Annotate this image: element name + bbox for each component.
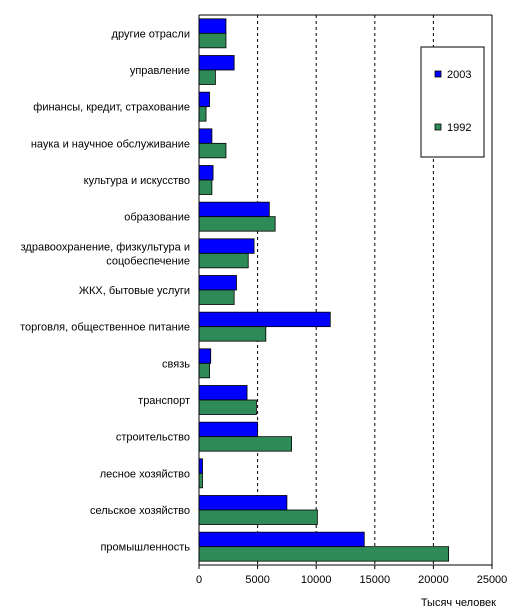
legend: 2003 1992	[420, 46, 485, 158]
legend-swatch-2003	[434, 70, 442, 78]
category-label: строительство	[116, 432, 190, 444]
legend-label-1992: 1992	[447, 122, 471, 134]
bar-1992	[198, 399, 257, 415]
bar-2003	[198, 201, 270, 218]
bar-2003	[198, 385, 248, 401]
bar-2003	[198, 238, 255, 254]
category-label: наука и научное обслуживание	[31, 138, 190, 150]
category-label: связь	[162, 358, 190, 370]
bar-2003	[198, 18, 227, 34]
x-tick-label: 5000	[245, 574, 269, 586]
category-label: здравоохранение, физкультура и соцобеспеч…	[21, 241, 190, 267]
bar-1992	[198, 142, 227, 159]
bar-1992	[198, 106, 207, 122]
x-axis-label: Тысяч человек	[421, 597, 496, 609]
legend-swatch-1992	[434, 123, 442, 131]
category-label: ЖКХ, бытовые услуги	[79, 285, 190, 297]
bar-2003	[198, 311, 331, 328]
bar-2003	[198, 458, 203, 474]
category-labels: другие отрасли управление финансы, кредит,…	[20, 28, 190, 553]
bar-1992	[198, 179, 213, 195]
bar-1992	[198, 252, 249, 269]
category-label: сельское хозяйство	[90, 505, 190, 517]
category-label: управление	[130, 65, 190, 77]
bar-2003	[198, 128, 213, 144]
x-tick-label: 0	[196, 574, 202, 586]
category-label: финансы, кредит, страхование	[33, 102, 190, 114]
bar-1992	[198, 32, 227, 49]
bar-2003	[198, 421, 258, 438]
legend-box	[420, 46, 485, 158]
x-tick-label: 25000	[477, 574, 508, 586]
bar-2003	[198, 495, 288, 511]
bar-1992	[198, 362, 210, 379]
x-tick-label: 20000	[418, 574, 449, 586]
bar-1992	[198, 69, 216, 85]
x-tick-labels: 0 5000 10000 15000 20000 25000	[196, 565, 507, 586]
bar-1992	[198, 509, 318, 525]
bar-2003	[198, 165, 214, 181]
bar-1992	[198, 326, 267, 342]
bar-2003	[198, 348, 212, 364]
bar-1992	[198, 472, 203, 489]
bar-1992	[198, 216, 276, 232]
category-label: образование	[124, 212, 190, 224]
bar-1992	[198, 436, 292, 452]
bar-1992	[198, 289, 235, 305]
bar-2003	[198, 55, 235, 71]
category-label: культура и искусство	[84, 175, 190, 187]
bar-2003	[198, 91, 210, 108]
legend-label-2003: 2003	[447, 69, 471, 81]
category-label: промышленность	[100, 542, 190, 554]
bar-2003	[198, 531, 365, 548]
x-axis	[198, 14, 493, 566]
x-tick-label: 10000	[301, 574, 332, 586]
category-label: транспорт	[138, 395, 190, 407]
category-label: лесное хозяйство	[100, 468, 190, 480]
category-label: торговля, общественное питание	[20, 322, 190, 334]
bar-1992	[198, 546, 450, 562]
x-tick-label: 15000	[360, 574, 391, 586]
bar-2003	[198, 275, 237, 291]
category-label: другие отрасли	[112, 28, 190, 40]
